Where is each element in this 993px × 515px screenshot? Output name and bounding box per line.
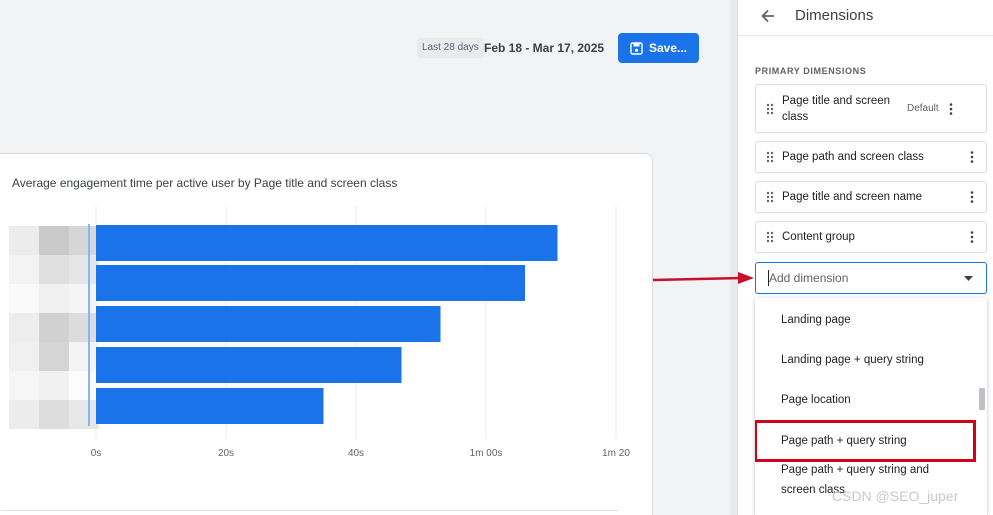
chart-title: Average engagement time per active user … (12, 176, 398, 190)
drag-handle-icon[interactable] (766, 231, 774, 243)
more-vert-icon[interactable] (949, 102, 953, 115)
masked-category-label (69, 284, 99, 313)
panel-splitter[interactable] (730, 0, 737, 515)
section-label: PRIMARY DIMENSIONS (755, 66, 867, 76)
masked-category-label (39, 313, 69, 342)
option-page-location[interactable]: Page location (781, 394, 851, 406)
chart-card: Average engagement time per active user … (0, 153, 653, 515)
dimension-label: Page path and screen class (782, 151, 924, 163)
drag-handle-icon[interactable] (766, 103, 774, 115)
masked-category-label (9, 400, 39, 429)
x-tick-label: 1m 00s (470, 448, 503, 459)
masked-category-label (69, 226, 99, 255)
menu-scrollbar[interactable] (979, 388, 985, 410)
watermark-text: CSDN @SEO_juper (832, 488, 959, 504)
masked-category-label (9, 226, 39, 255)
dimensions-panel: Dimensions PRIMARY DIMENSIONS Page title… (737, 0, 993, 515)
masked-category-label (9, 313, 39, 342)
x-tick-label: 40s (348, 448, 364, 459)
dimension-label: Content group (782, 231, 855, 243)
bar (96, 306, 441, 342)
option-landing-page-query[interactable]: Landing page + query string (781, 354, 924, 366)
dropdown-arrow-icon[interactable] (964, 275, 973, 281)
option-page-path-query-screen-class[interactable]: Page path + query string and screen clas… (781, 464, 930, 496)
masked-category-label (69, 313, 99, 342)
masked-category-label (69, 371, 99, 400)
dimension-item[interactable]: Content group (755, 221, 987, 253)
add-dimension-select[interactable]: Add dimension (755, 262, 987, 294)
drag-handle-icon[interactable] (766, 191, 774, 203)
date-range-chip[interactable]: Last 28 days (417, 38, 484, 58)
drag-handle-icon[interactable] (766, 151, 774, 163)
masked-category-label (69, 400, 99, 429)
masked-category-label (39, 371, 69, 400)
bar (96, 265, 525, 301)
x-tick-label: 0s (91, 448, 102, 459)
more-vert-icon[interactable] (970, 231, 974, 243)
bar (96, 225, 558, 261)
text-caret (768, 270, 769, 286)
masked-category-label (39, 255, 69, 284)
dimension-options-menu: Landing page Landing page + query string… (755, 298, 987, 515)
x-tick-label: 1m 20 (602, 448, 630, 459)
save-button-label: Save... (648, 41, 688, 55)
dimension-label: Page title and screen name (782, 191, 923, 203)
bar (96, 388, 324, 424)
save-button[interactable]: Save... (618, 33, 699, 63)
masked-category-label (39, 400, 69, 429)
dimension-label: Page title and screen class (782, 94, 891, 123)
bar-chart: 0s 20s 40s 1m 00s 1m 20 (9, 206, 630, 459)
more-vert-icon[interactable] (970, 191, 974, 203)
add-dimension-placeholder: Add dimension (769, 271, 849, 285)
masked-category-label (9, 342, 39, 371)
masked-category-label (9, 284, 39, 313)
dimension-item[interactable]: Page title and screen name (755, 181, 987, 213)
more-vert-icon[interactable] (970, 151, 974, 163)
option-landing-page[interactable]: Landing page (781, 314, 851, 326)
masked-category-label (9, 255, 39, 284)
default-badge: Default (907, 103, 939, 114)
masked-category-label (69, 255, 99, 284)
report-area: Last 28 days Feb 18 - Mar 17, 2025 Save.… (0, 33, 699, 515)
save-icon (630, 41, 643, 55)
panel-title: Dimensions (795, 7, 874, 24)
x-tick-label: 20s (218, 448, 234, 459)
masked-category-label (39, 284, 69, 313)
date-range-label[interactable]: Feb 18 - Mar 17, 2025 (484, 41, 605, 55)
dimension-item[interactable]: Page path and screen class (755, 141, 987, 173)
masked-category-label (9, 371, 39, 400)
masked-category-label (39, 342, 69, 371)
red-arrow-annotation (652, 272, 754, 284)
dimension-item[interactable]: Page title and screen class Default (755, 84, 987, 133)
bar (96, 347, 402, 383)
option-page-path-query[interactable]: Page path + query string (755, 420, 976, 462)
panel-header: Dimensions (738, 0, 993, 36)
masked-category-label (39, 226, 69, 255)
masked-category-label (69, 342, 99, 371)
back-arrow-icon[interactable] (759, 7, 777, 25)
card-divider (1, 510, 618, 511)
